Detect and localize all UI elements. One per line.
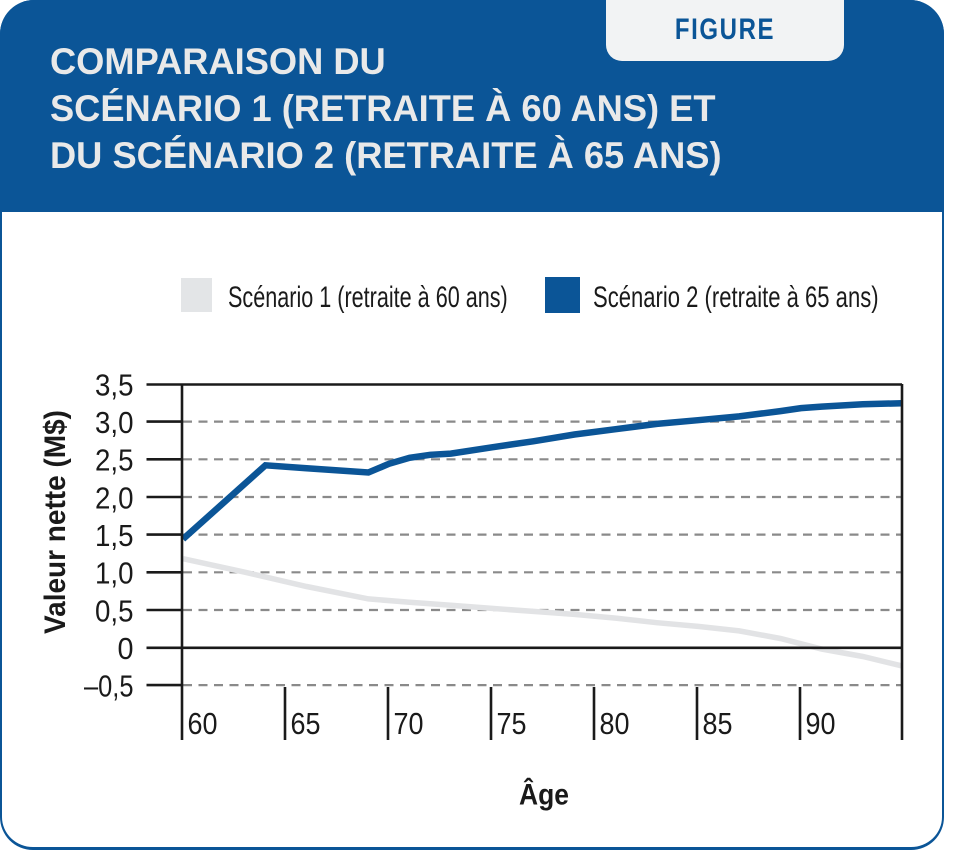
svg-text:2,5: 2,5 (95, 443, 134, 478)
svg-text:90: 90 (806, 706, 836, 741)
svg-text:65: 65 (291, 706, 321, 741)
svg-text:85: 85 (703, 706, 733, 741)
svg-text:70: 70 (394, 706, 424, 741)
svg-text:75: 75 (497, 706, 527, 741)
svg-text:–0,5: –0,5 (84, 668, 134, 703)
svg-text:3,5: 3,5 (95, 367, 134, 402)
svg-text:0,5: 0,5 (95, 593, 134, 628)
svg-text:60: 60 (188, 706, 218, 741)
svg-text:80: 80 (600, 706, 630, 741)
svg-text:1,0: 1,0 (95, 556, 134, 591)
svg-text:1,5: 1,5 (95, 518, 134, 553)
svg-text:Âge: Âge (519, 778, 569, 812)
svg-text:3,0: 3,0 (95, 405, 134, 440)
svg-text:2,0: 2,0 (95, 480, 134, 515)
svg-text:Valeur nette (M$): Valeur nette (M$) (39, 410, 72, 634)
svg-text:0: 0 (118, 631, 134, 666)
